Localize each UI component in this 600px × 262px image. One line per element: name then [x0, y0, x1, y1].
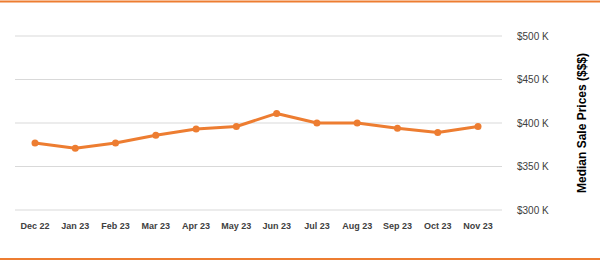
- series-line: [35, 113, 478, 148]
- x-tick-label: Feb 23: [101, 221, 130, 231]
- point-marker: [72, 145, 79, 152]
- point-marker: [313, 120, 320, 127]
- plot-area: [32, 110, 482, 152]
- grid-line: [15, 166, 502, 167]
- x-tick-label: Jun 23: [262, 221, 291, 231]
- point-marker: [475, 123, 482, 130]
- x-tick-label: Oct 23: [424, 221, 452, 231]
- point-marker: [434, 129, 441, 136]
- x-tick-label: Aug 23: [342, 221, 372, 231]
- y-tick-label: $400 K: [517, 118, 549, 129]
- x-tick-label: Dec 22: [20, 221, 49, 231]
- point-marker: [354, 120, 361, 127]
- y-tick-label: $450 K: [517, 74, 549, 85]
- point-marker: [233, 123, 240, 130]
- x-tick-label: Mar 23: [142, 221, 171, 231]
- y-tick-label: $500 K: [517, 31, 549, 42]
- y-tick-label: $300 K: [517, 205, 549, 216]
- point-marker: [152, 132, 159, 139]
- chart-container: $300 K $350 K $400 K $450 K $500 K Median Sal…: [0, 0, 600, 262]
- x-tick-label: Jul 23: [304, 221, 330, 231]
- top-border: [0, 1, 600, 3]
- point-marker: [112, 140, 119, 147]
- x-tick-label: May 23: [221, 221, 251, 231]
- point-marker: [394, 125, 401, 132]
- point-marker: [32, 140, 39, 147]
- grid-line: [15, 79, 502, 80]
- point-marker: [273, 110, 280, 117]
- x-tick-label: Sep 23: [383, 221, 412, 231]
- chart-svg: $300 K $350 K $400 K $450 K $500 K Median Sal…: [0, 0, 600, 262]
- grid-line: [15, 36, 502, 37]
- x-tick-label: Apr 23: [182, 221, 210, 231]
- grid-line: [15, 123, 502, 124]
- point-marker: [193, 126, 200, 133]
- y-axis-title: Median Sale Prices ($$$): [575, 53, 589, 193]
- grid-line: [15, 210, 502, 211]
- y-tick-label: $350 K: [517, 161, 549, 172]
- x-tick-label: Nov 23: [463, 221, 493, 231]
- x-tick-label: Jan 23: [61, 221, 89, 231]
- bottom-border: [0, 258, 600, 260]
